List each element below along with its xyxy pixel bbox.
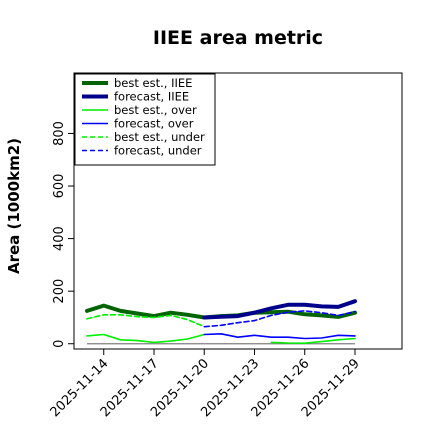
y-axis-label: Area (1000km2) — [5, 138, 23, 274]
y-tick-label-3: 600 — [52, 174, 67, 199]
legend-label-1: forecast, IIEE — [114, 90, 189, 104]
y-tick-label-1: 200 — [52, 279, 67, 304]
legend-label-5: forecast, under — [114, 144, 202, 158]
series-line-2 — [86, 333, 206, 344]
series-line-4 — [86, 314, 206, 328]
series-line-1 — [202, 299, 357, 320]
series-line-3 — [203, 333, 356, 340]
plot-frame — [73, 72, 403, 350]
legend-label-0: best est., IIEE — [114, 76, 192, 90]
chart-title: IIEE area metric — [153, 27, 323, 49]
series-line-6 — [270, 337, 356, 344]
legend-label-2: best est., over — [114, 103, 197, 117]
series-layer — [85, 299, 357, 344]
legend-label-3: forecast, over — [114, 117, 194, 131]
series-line-5 — [203, 310, 356, 328]
y-tick-label-4: 800 — [52, 121, 67, 146]
y-tick-label-2: 400 — [52, 226, 67, 251]
axis-ticks: 02004006008002025-11-142025-11-172025-11… — [48, 121, 363, 420]
legend-label-4: best est., under — [114, 130, 205, 144]
y-tick-label-0: 0 — [52, 340, 67, 348]
legend-box — [74, 73, 216, 166]
